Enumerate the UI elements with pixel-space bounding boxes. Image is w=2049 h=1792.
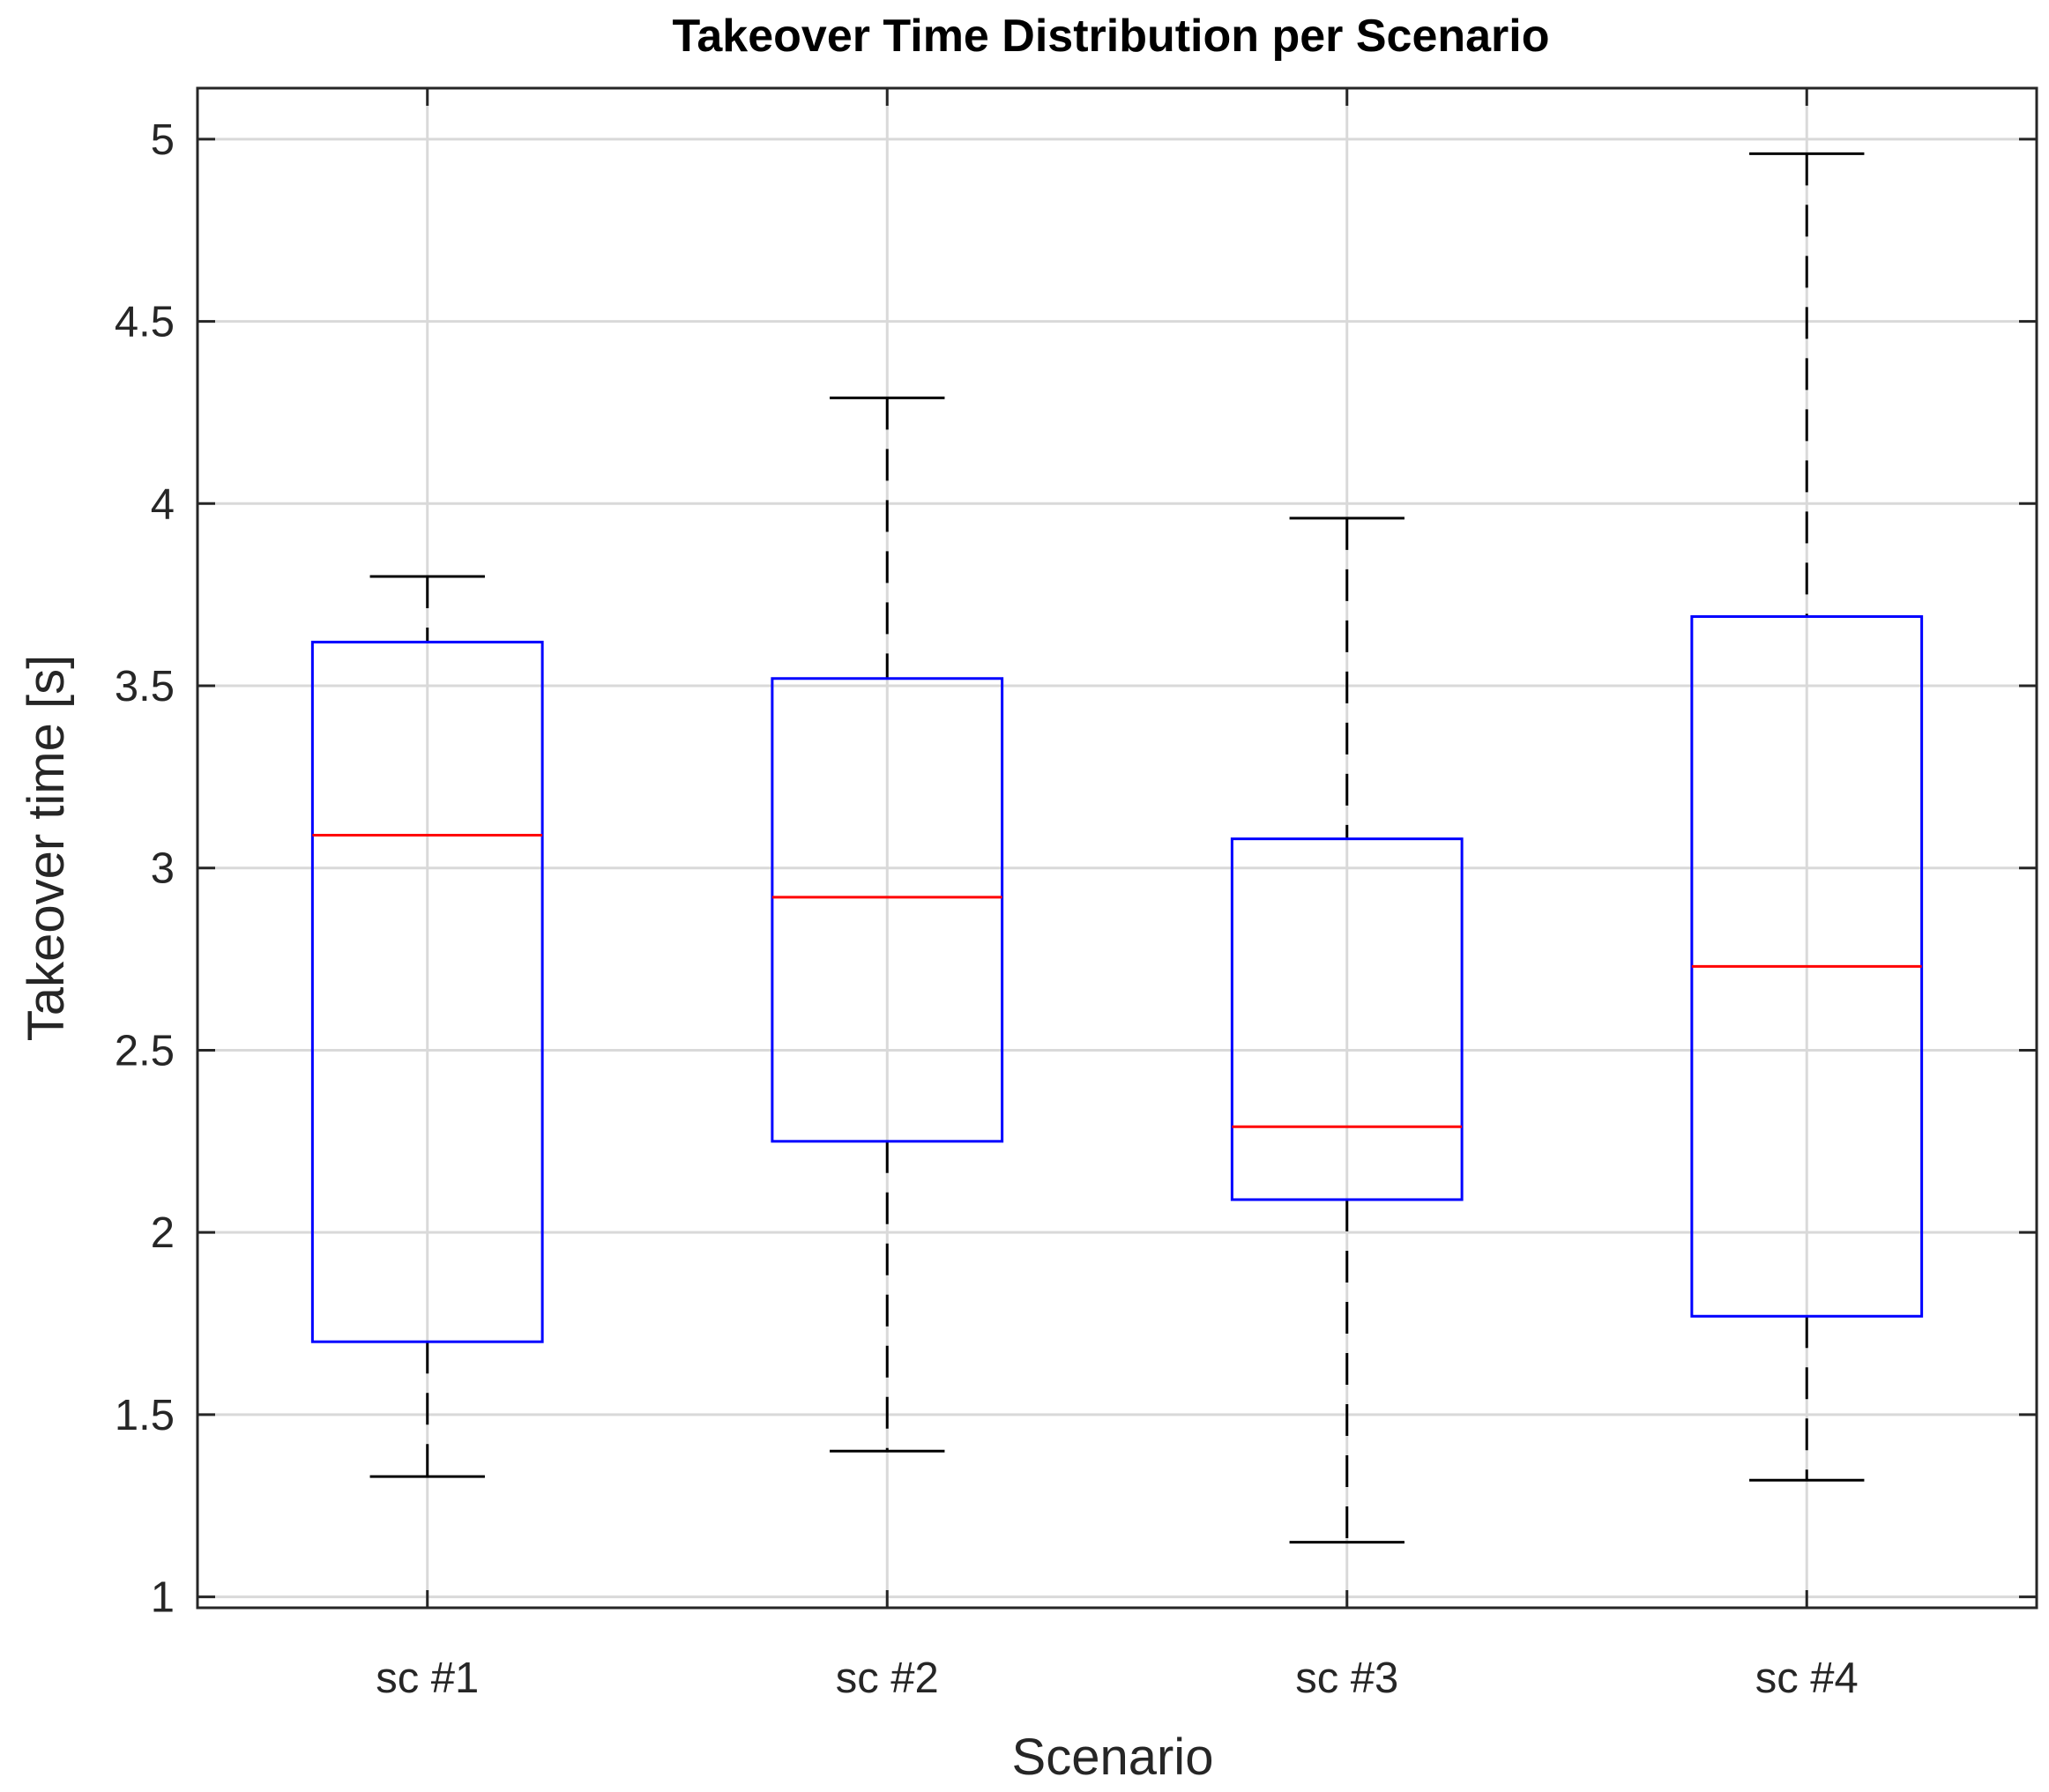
y-tick-label: 2.5: [115, 1027, 175, 1074]
x-tick-label: sc #1: [376, 1654, 479, 1702]
x-axis-label: Scenario: [1012, 1729, 1214, 1786]
y-tick-label: 5: [151, 116, 175, 164]
box-group: [1230, 517, 1464, 1544]
iqr-box: [1230, 837, 1464, 1201]
iqr-box: [310, 640, 544, 1343]
y-tick-label: 3.5: [115, 663, 175, 710]
box-group: [1690, 152, 1924, 1482]
y-tick-label: 4.5: [115, 299, 175, 346]
y-tick-label: 1: [151, 1574, 175, 1622]
y-axis-label: Takeover time [s]: [18, 655, 75, 1041]
x-tick-label: sc #3: [1295, 1654, 1398, 1702]
box-group: [771, 396, 1004, 1453]
box-series: [310, 152, 1924, 1544]
x-tick-label: sc #4: [1755, 1654, 1859, 1702]
grid-lines: [197, 88, 2037, 1608]
plot-area-frame: [196, 86, 2038, 1610]
tick-labels: 1 1.5 2 2.5 3 3.5 4 4.5 5 sc #1 sc #2 sc #3 sc #4: [115, 116, 1859, 1702]
y-tick-label: 4: [151, 480, 175, 528]
iqr-box: [771, 677, 1004, 1143]
y-tick-label: 1.5: [115, 1392, 175, 1439]
box-group: [310, 575, 544, 1478]
y-tick-label: 2: [151, 1209, 175, 1257]
chart-title: Takeover Time Distribution per Scenario: [672, 11, 1549, 62]
axis-ticks: [197, 88, 2037, 1608]
x-tick-label: sc #2: [836, 1654, 939, 1702]
y-tick-label: 3: [151, 845, 175, 893]
